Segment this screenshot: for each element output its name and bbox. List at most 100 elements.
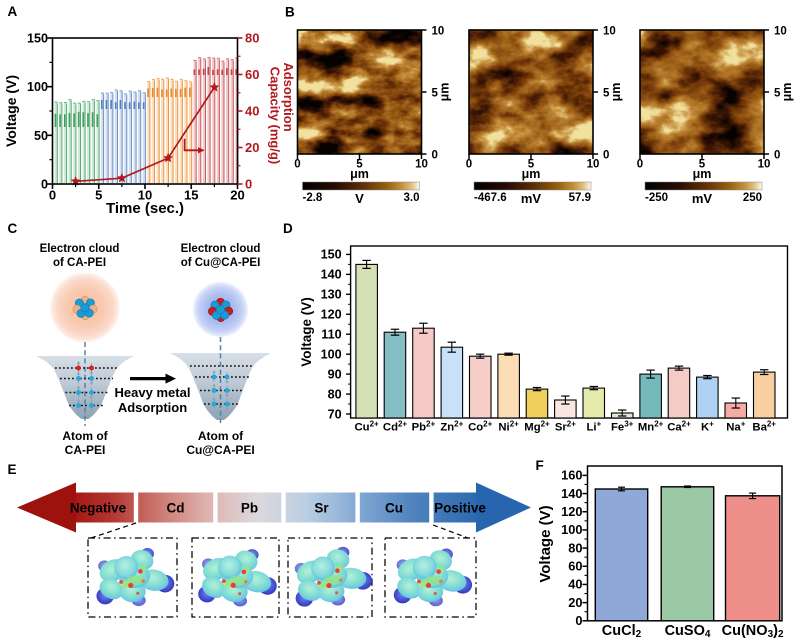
- svg-text:Mg2+: Mg2+: [524, 420, 550, 434]
- svg-text:of Cu@CA-PEI: of Cu@CA-PEI: [181, 257, 261, 269]
- svg-text:Ba2+: Ba2+: [752, 420, 776, 434]
- svg-text:100: 100: [27, 80, 48, 94]
- svg-text:20: 20: [568, 595, 582, 610]
- svg-text:0: 0: [774, 150, 780, 162]
- svg-text:Voltage (V): Voltage (V): [537, 505, 554, 582]
- svg-text:40: 40: [568, 577, 582, 592]
- svg-text:Li+: Li+: [586, 420, 601, 434]
- svg-text:Sr2+: Sr2+: [555, 420, 576, 434]
- svg-text:Ni2+: Ni2+: [498, 420, 519, 434]
- svg-text:90: 90: [328, 367, 342, 381]
- svg-text:Time (sec.): Time (sec.): [106, 200, 184, 217]
- svg-text:10: 10: [774, 26, 787, 38]
- svg-text:110: 110: [321, 328, 341, 342]
- svg-text:80: 80: [328, 387, 342, 401]
- svg-text:Co2+: Co2+: [468, 420, 493, 434]
- svg-text:Cu@CA-PEI: Cu@CA-PEI: [186, 443, 254, 457]
- svg-text:Fe3+: Fe3+: [611, 420, 634, 434]
- svg-text:V: V: [355, 191, 364, 206]
- svg-text:40: 40: [245, 104, 259, 119]
- svg-text:0: 0: [575, 613, 582, 628]
- svg-text:140: 140: [561, 486, 582, 501]
- svg-text:5: 5: [356, 159, 363, 171]
- svg-text:100: 100: [321, 347, 342, 361]
- svg-text:60: 60: [568, 559, 582, 574]
- svg-text:120: 120: [321, 308, 342, 322]
- svg-text:Mn2+: Mn2+: [638, 420, 664, 434]
- svg-text:Cu2+: Cu2+: [355, 420, 380, 434]
- svg-text:Cd2+: Cd2+: [383, 420, 408, 434]
- svg-text:0: 0: [49, 188, 56, 203]
- svg-text:10: 10: [587, 159, 600, 171]
- svg-text:Atom of: Atom of: [198, 429, 244, 443]
- svg-text:Cu(NO3)2: Cu(NO3)2: [722, 623, 784, 640]
- svg-text:C: C: [8, 221, 18, 236]
- svg-text:μm: μm: [350, 167, 369, 181]
- svg-text:Adsorption: Adsorption: [281, 62, 296, 131]
- svg-text:5: 5: [603, 88, 610, 100]
- svg-text:Ca2+: Ca2+: [667, 420, 691, 434]
- svg-text:15: 15: [184, 188, 198, 203]
- svg-text:Positive: Positive: [434, 500, 486, 515]
- svg-text:0: 0: [603, 150, 609, 162]
- svg-text:Cd: Cd: [167, 500, 185, 515]
- svg-text:CuCl2: CuCl2: [602, 623, 642, 640]
- svg-text:10: 10: [432, 26, 445, 38]
- svg-text:150: 150: [27, 32, 48, 46]
- svg-text:-467.6: -467.6: [474, 192, 507, 204]
- svg-text:120: 120: [561, 504, 582, 519]
- svg-text:μm: μm: [693, 167, 712, 181]
- svg-text:10: 10: [603, 26, 616, 38]
- svg-text:5: 5: [528, 159, 535, 171]
- svg-text:140: 140: [321, 268, 342, 282]
- svg-text:Electron cloud: Electron cloud: [40, 243, 120, 255]
- svg-text:Pb2+: Pb2+: [412, 420, 436, 434]
- svg-text:5: 5: [95, 188, 102, 203]
- svg-text:K+: K+: [701, 420, 714, 434]
- svg-text:mV: mV: [692, 191, 713, 206]
- svg-text:Na+: Na+: [726, 420, 745, 434]
- svg-text:-250: -250: [645, 192, 668, 204]
- svg-text:Electron cloud: Electron cloud: [181, 243, 261, 255]
- svg-text:Negative: Negative: [70, 500, 127, 515]
- svg-text:B: B: [285, 5, 295, 20]
- svg-text:Sr: Sr: [314, 500, 329, 515]
- svg-text:D: D: [283, 221, 293, 236]
- svg-text:20: 20: [230, 188, 244, 203]
- svg-text:10: 10: [758, 159, 771, 171]
- svg-text:Adsorption: Adsorption: [118, 400, 187, 415]
- svg-text:A: A: [8, 4, 18, 19]
- svg-text:5: 5: [432, 88, 439, 100]
- svg-text:20: 20: [245, 140, 259, 155]
- svg-text:50: 50: [34, 129, 48, 143]
- svg-text:0: 0: [432, 150, 438, 162]
- svg-text:of CA-PEI: of CA-PEI: [53, 257, 106, 269]
- svg-text:Heavy metal: Heavy metal: [115, 385, 191, 400]
- svg-text:10: 10: [138, 188, 152, 203]
- svg-text:70: 70: [328, 407, 342, 421]
- svg-text:Voltage (V): Voltage (V): [299, 297, 314, 367]
- svg-text:E: E: [8, 462, 17, 477]
- svg-text:0: 0: [637, 159, 643, 171]
- svg-text:150: 150: [321, 248, 342, 262]
- svg-text:Capacity (mg/g): Capacity (mg/g): [268, 67, 283, 165]
- svg-text:5: 5: [774, 88, 781, 100]
- svg-text:μm: μm: [780, 83, 794, 102]
- svg-text:0: 0: [41, 178, 48, 192]
- svg-text:3.0: 3.0: [404, 192, 420, 204]
- svg-text:60: 60: [245, 67, 259, 82]
- svg-text:Voltage (V): Voltage (V): [3, 75, 19, 147]
- svg-text:100: 100: [561, 522, 582, 537]
- svg-text:130: 130: [321, 288, 342, 302]
- svg-text:5: 5: [699, 159, 706, 171]
- svg-text:mV: mV: [521, 191, 542, 206]
- svg-text:0: 0: [466, 159, 472, 171]
- svg-text:57.9: 57.9: [569, 192, 591, 204]
- svg-text:F: F: [536, 458, 544, 473]
- svg-text:0: 0: [294, 159, 300, 171]
- svg-text:80: 80: [568, 540, 582, 555]
- svg-text:Zn2+: Zn2+: [440, 420, 463, 434]
- svg-text:80: 80: [245, 31, 259, 46]
- svg-text:μm: μm: [438, 83, 452, 102]
- svg-text:Pb: Pb: [241, 500, 258, 515]
